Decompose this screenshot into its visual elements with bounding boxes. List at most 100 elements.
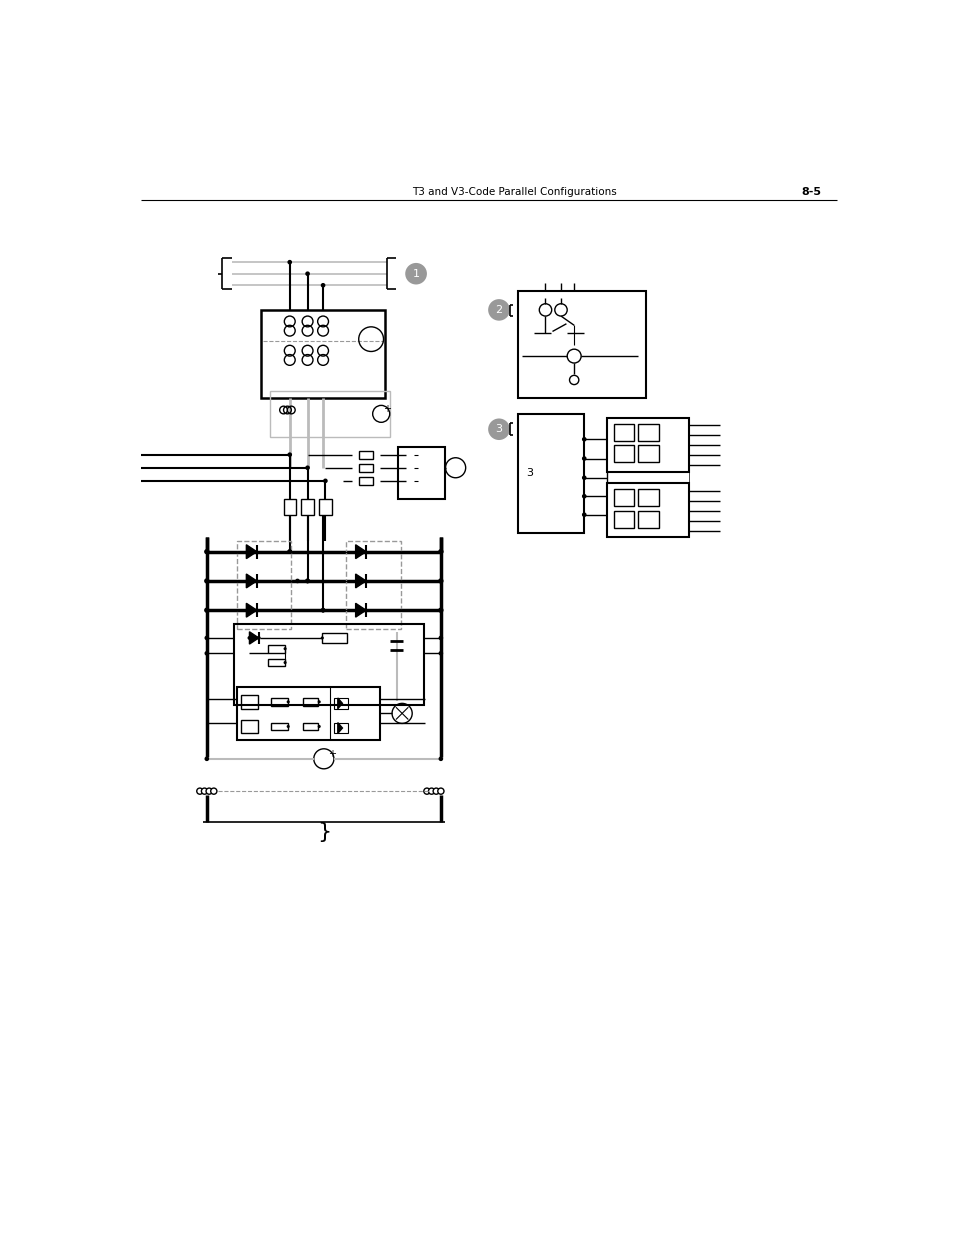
Circle shape — [323, 478, 328, 483]
Circle shape — [201, 788, 208, 794]
Polygon shape — [355, 574, 366, 588]
Text: 8-5: 8-5 — [801, 186, 821, 198]
Text: 3: 3 — [495, 425, 502, 435]
Circle shape — [433, 788, 439, 794]
Circle shape — [305, 272, 310, 275]
Circle shape — [438, 757, 443, 761]
Bar — [303, 698, 318, 705]
Bar — [268, 658, 285, 667]
Bar — [358, 451, 373, 458]
Circle shape — [204, 757, 209, 761]
Circle shape — [423, 788, 430, 794]
Circle shape — [204, 550, 210, 555]
Bar — [334, 722, 348, 734]
Circle shape — [581, 513, 586, 517]
Circle shape — [437, 550, 443, 555]
Circle shape — [196, 788, 203, 794]
Circle shape — [437, 578, 443, 584]
Bar — [271, 698, 288, 705]
Bar — [607, 417, 688, 472]
Circle shape — [320, 608, 325, 613]
Bar — [270, 390, 390, 437]
Bar — [319, 499, 332, 515]
Circle shape — [438, 636, 443, 640]
Circle shape — [206, 788, 212, 794]
Bar — [303, 722, 318, 730]
Circle shape — [287, 550, 292, 555]
Bar — [233, 624, 423, 705]
Bar — [613, 511, 633, 527]
Bar — [358, 464, 373, 472]
Bar — [271, 722, 288, 730]
Circle shape — [204, 651, 209, 656]
Polygon shape — [246, 603, 256, 618]
Text: +: + — [383, 404, 391, 414]
Bar — [638, 424, 658, 441]
Bar — [241, 695, 257, 709]
Circle shape — [581, 475, 586, 480]
Bar — [322, 634, 347, 642]
Polygon shape — [355, 545, 366, 558]
Bar — [268, 645, 285, 652]
Bar — [638, 511, 658, 527]
Circle shape — [317, 700, 320, 704]
Bar — [301, 499, 314, 515]
Bar — [607, 483, 688, 537]
Bar — [346, 541, 400, 630]
Circle shape — [320, 608, 325, 613]
Circle shape — [247, 636, 252, 640]
Bar — [334, 698, 348, 709]
Circle shape — [204, 578, 210, 584]
Bar — [613, 446, 633, 462]
Circle shape — [438, 651, 443, 656]
Circle shape — [437, 608, 443, 613]
Circle shape — [286, 725, 290, 727]
Text: }: } — [316, 823, 331, 842]
Bar — [236, 687, 380, 740]
Circle shape — [305, 579, 310, 583]
Circle shape — [283, 647, 286, 651]
Text: 3: 3 — [526, 468, 533, 478]
Bar — [236, 541, 291, 630]
Circle shape — [294, 579, 299, 583]
Bar — [241, 720, 257, 734]
Circle shape — [287, 259, 292, 264]
Bar — [613, 489, 633, 506]
Polygon shape — [337, 698, 342, 709]
Bar — [638, 446, 658, 462]
Circle shape — [286, 700, 290, 704]
Circle shape — [405, 263, 427, 284]
Circle shape — [287, 452, 292, 457]
Polygon shape — [337, 722, 342, 734]
Polygon shape — [355, 603, 366, 618]
Bar — [613, 424, 633, 441]
Polygon shape — [249, 632, 258, 645]
Circle shape — [488, 419, 509, 440]
Circle shape — [428, 788, 435, 794]
Circle shape — [581, 456, 586, 461]
Circle shape — [287, 550, 292, 555]
Text: +: + — [327, 750, 335, 760]
Bar — [517, 290, 645, 399]
Circle shape — [287, 550, 292, 555]
Circle shape — [283, 661, 286, 664]
Bar — [358, 477, 373, 484]
Bar — [638, 489, 658, 506]
Circle shape — [256, 636, 260, 640]
Circle shape — [305, 579, 310, 583]
Circle shape — [581, 494, 586, 499]
Text: 1: 1 — [412, 269, 419, 279]
Polygon shape — [246, 574, 256, 588]
Circle shape — [305, 466, 310, 471]
Circle shape — [305, 579, 310, 583]
Circle shape — [488, 299, 509, 321]
Polygon shape — [246, 545, 256, 558]
Circle shape — [320, 283, 325, 288]
Circle shape — [320, 636, 323, 640]
Circle shape — [211, 788, 216, 794]
Circle shape — [204, 636, 209, 640]
Circle shape — [317, 725, 320, 727]
Text: 2: 2 — [495, 305, 502, 315]
Circle shape — [437, 788, 443, 794]
Bar — [283, 499, 295, 515]
